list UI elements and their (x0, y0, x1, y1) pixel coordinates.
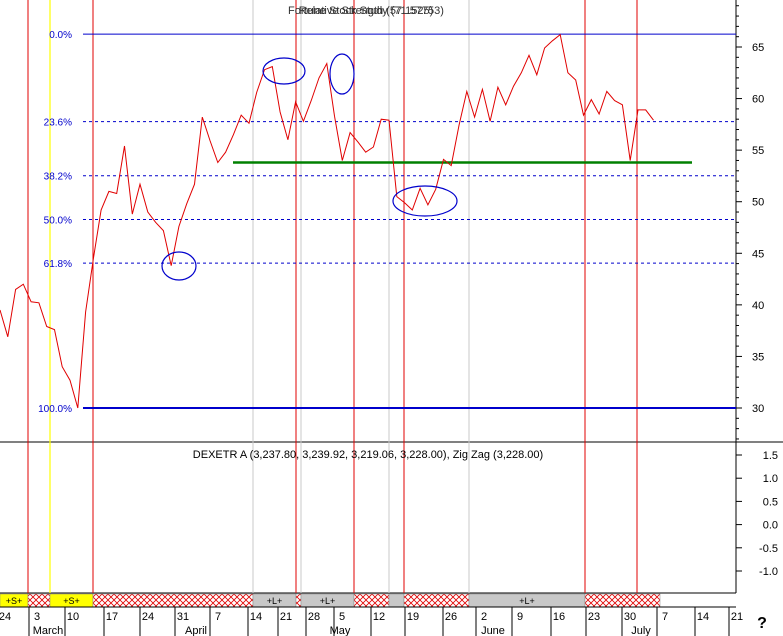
y-tick-label: 60 (752, 94, 764, 106)
x-day-label: 28 (308, 611, 320, 623)
lower-tick-label: 0.0 (763, 520, 778, 532)
chart-title-overlap-a: Fortune Stock Study (71.57753) (288, 5, 444, 17)
selection-circle (392, 185, 458, 217)
fib-level-label: 23.6% (44, 118, 72, 129)
timeline-segment (584, 593, 661, 608)
x-day-label: 24 (0, 611, 11, 623)
x-day-label: 16 (553, 611, 565, 623)
lower-tick-label: -0.5 (759, 543, 778, 555)
selection-circle (262, 57, 306, 85)
x-day-label: 14 (697, 611, 709, 623)
timeline-segment (388, 593, 405, 608)
x-day-label: 3 (34, 611, 40, 623)
timeline-segment (403, 593, 470, 608)
timeline-segment-label: +S+ (6, 596, 23, 606)
y-tick-label: 45 (752, 248, 764, 260)
selection-circle (329, 53, 355, 95)
x-day-label: 23 (588, 611, 600, 623)
x-day-label: 7 (662, 611, 668, 623)
x-axis: 24 3 10 17 24 31 7 14 21 28 5 12 19 26 2 9 16 23 30 7 14 21 Ma… (0, 607, 743, 636)
lower-tick-label: 0.5 (763, 496, 778, 508)
price-series-line[interactable] (0, 33, 654, 409)
x-day-label: 30 (624, 611, 636, 623)
timeline-segment (353, 593, 390, 608)
x-day-label: 9 (517, 611, 523, 623)
y-axis: 65 60 55 50 45 40 35 30 (736, 5, 764, 440)
x-day-label: 5 (339, 611, 345, 623)
x-day-label: 19 (407, 611, 419, 623)
x-month-label: July (631, 625, 651, 636)
x-month-label: April (185, 625, 207, 636)
timeline-segment-label: +L+ (320, 596, 336, 606)
lower-tick-label: 1.5 (763, 450, 778, 462)
timeline-segment (27, 593, 51, 608)
timeline-segment-label: +S+ (63, 596, 80, 606)
y-tick-label: 65 (752, 42, 764, 54)
fib-level-label: 38.2% (44, 172, 72, 183)
x-month-label: June (481, 625, 505, 636)
y-tick-label: 50 (752, 197, 764, 209)
timeline-segment (295, 593, 302, 608)
y-tick-label: 55 (752, 145, 764, 157)
x-day-label: 21 (731, 611, 743, 623)
fibonacci-levels: 0.0% 23.6% 38.2% 50.0% 61.8% 100.0% (38, 30, 736, 415)
timeline-segment (92, 593, 254, 608)
chart-title-overlap-b: Relative Strength (57.1525) (299, 5, 434, 17)
timeline-segment-label: +L+ (267, 596, 283, 606)
x-day-label: 26 (445, 611, 457, 623)
selection-circles (161, 53, 458, 281)
x-day-label: 17 (106, 611, 118, 623)
y-tick-label: 30 (752, 403, 764, 415)
x-month-label: March (33, 625, 64, 636)
y-tick-label: 40 (752, 300, 764, 312)
x-day-label: 2 (481, 611, 487, 623)
y-tick-label: 35 (752, 351, 764, 363)
selection-circle (161, 251, 197, 281)
x-day-label: 10 (67, 611, 79, 623)
indicator-label: DEXETR A (3,237.80, 3,239.92, 3,219.06, … (193, 449, 543, 461)
vertical-markers (27, 0, 638, 593)
timeline-bar[interactable]: +S+ +S+ +L+ +L+ +L+ (0, 593, 736, 608)
x-day-label: 14 (250, 611, 262, 623)
fib-level-label: 0.0% (49, 30, 72, 41)
help-icon[interactable]: ? (757, 615, 767, 632)
x-day-label: 21 (280, 611, 292, 623)
timeline-segment-label: +L+ (519, 596, 535, 606)
fib-level-label: 50.0% (44, 215, 72, 226)
lower-tick-label: 1.0 (763, 473, 778, 485)
x-month-label: May (330, 625, 351, 636)
lower-panel-axis: 1.5 1.0 0.5 0.0 -0.5 -1.0 (736, 450, 778, 578)
x-day-label: 31 (177, 611, 189, 623)
fib-level-label: 61.8% (44, 259, 72, 270)
x-day-label: 24 (142, 611, 154, 623)
fib-level-label: 100.0% (38, 404, 72, 415)
x-day-label: 12 (373, 611, 385, 623)
x-day-label: 7 (215, 611, 221, 623)
price-panel (0, 0, 736, 442)
lower-tick-label: -1.0 (759, 566, 778, 578)
